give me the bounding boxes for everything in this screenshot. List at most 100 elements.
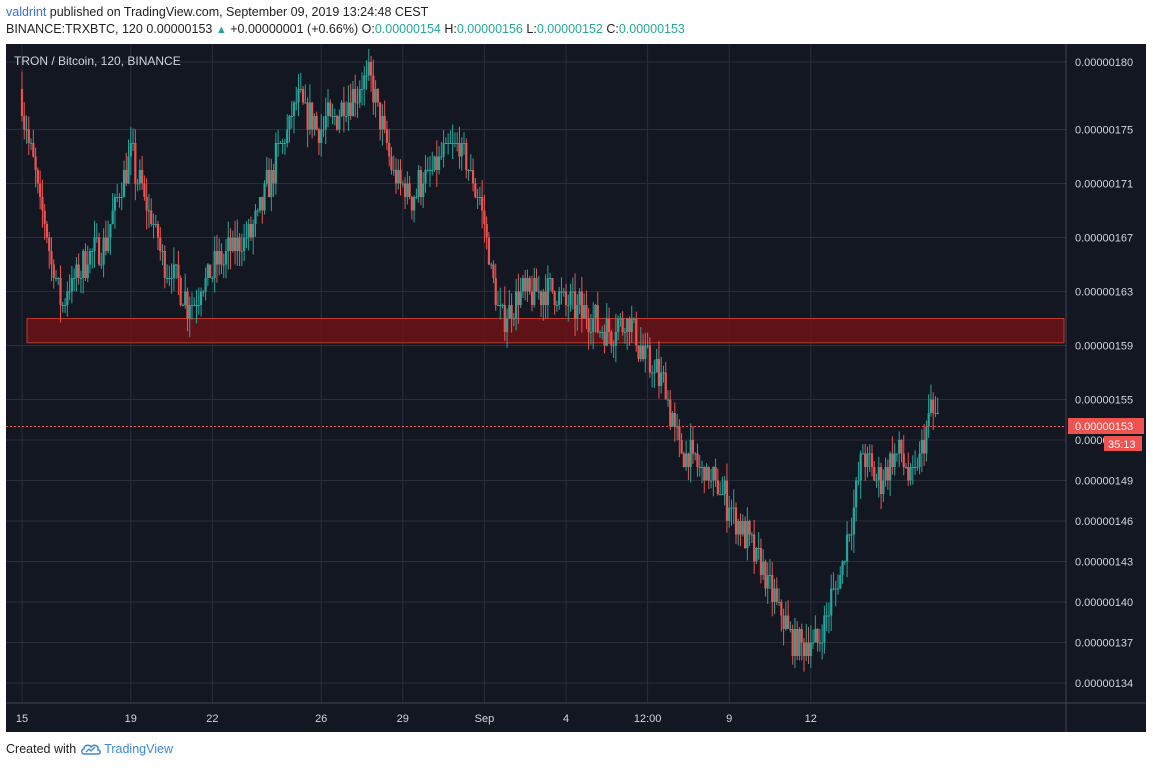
candle-body [895, 453, 899, 455]
candle-body [317, 129, 321, 143]
candle-body [252, 224, 255, 238]
candle-body [335, 116, 339, 130]
open-label: O: [361, 22, 375, 36]
candle-body [88, 251, 92, 265]
candle-body [199, 291, 203, 305]
candle-body [762, 561, 765, 575]
candle-body [304, 102, 307, 104]
candle-body [705, 467, 708, 481]
candle-body [662, 372, 665, 374]
candle-body [385, 129, 389, 143]
candle-body [655, 359, 658, 373]
candle-body [177, 264, 180, 278]
candle-body [20, 89, 24, 116]
price-tick-label: 0.00000146 [1075, 516, 1133, 528]
candle-body [578, 291, 581, 305]
candle-body [218, 251, 221, 265]
candle-body [501, 305, 504, 306]
candle-body [644, 345, 647, 359]
candle-body [141, 170, 144, 184]
candle-body [57, 278, 60, 279]
candle-body [916, 467, 919, 468]
candle-body [161, 251, 164, 252]
candle-body [36, 170, 39, 184]
candle-body [465, 143, 468, 170]
tradingview-logo[interactable]: TradingView [80, 742, 173, 756]
candle-body [54, 278, 58, 279]
candle-body [789, 629, 792, 630]
candle-body [131, 143, 135, 144]
price-tick-label: 0.00000149 [1075, 476, 1133, 488]
candle-body [231, 237, 234, 251]
candle-body [224, 251, 228, 265]
time-tick-label: 19 [125, 713, 137, 725]
candle-body [215, 251, 219, 265]
time-tick-label: 12 [805, 713, 817, 725]
candle-body [41, 197, 44, 211]
countdown-label: 35:13 [1108, 439, 1136, 451]
close-label: C: [606, 22, 619, 36]
candle-body [689, 440, 692, 467]
candle-body [741, 521, 744, 535]
candle-body [424, 170, 427, 184]
candle-body [589, 332, 593, 333]
candle-body [358, 89, 361, 103]
candle-body [530, 291, 534, 305]
candle-body [326, 102, 330, 116]
candle-body [172, 264, 175, 278]
candle-body [392, 170, 395, 171]
price-tick-label: 0.00000155 [1075, 395, 1133, 407]
candle-body [159, 237, 162, 251]
candles [20, 48, 939, 672]
candle-body [900, 440, 903, 454]
candle-body [354, 89, 357, 103]
candle-body [456, 143, 459, 144]
candle-body [564, 291, 568, 305]
candle-body [138, 170, 141, 184]
candle-body [739, 521, 742, 535]
candle-body [891, 453, 894, 467]
candle-body [419, 170, 423, 197]
high-label: H: [444, 22, 457, 36]
candle-body [709, 480, 713, 482]
candle-body [533, 278, 536, 305]
candle-body [320, 129, 323, 143]
candle-body [290, 116, 293, 117]
candle-body [605, 318, 608, 346]
last-price-badge: 0.00000153 [1068, 418, 1144, 434]
time-tick-label: 26 [315, 713, 327, 725]
candle-body [356, 102, 359, 104]
candle-body [635, 318, 638, 346]
candle-body [562, 291, 565, 293]
price-tick-label: 0.00000163 [1075, 287, 1133, 299]
candle-body [186, 291, 189, 319]
candle-body [814, 629, 817, 643]
candle-body [27, 129, 30, 143]
candle-body [515, 291, 518, 319]
candle-body [211, 278, 214, 279]
candle-body [757, 548, 760, 549]
candle-body [893, 453, 896, 467]
candle-body [100, 264, 103, 266]
price-tick-label: 0.00000171 [1075, 179, 1133, 191]
countdown-badge: 35:13 [1104, 436, 1142, 451]
author-link[interactable]: valdrint [6, 5, 47, 19]
candle-body [152, 224, 155, 225]
time-axis[interactable]: 15 19 22 26 29 Sep 4 12:00 9 12 [16, 713, 817, 725]
candle-body [68, 291, 71, 293]
candle-body [483, 210, 486, 224]
candle-body [331, 116, 334, 117]
candle-body [800, 629, 803, 643]
candle-body [512, 318, 515, 320]
candle-body [95, 237, 98, 239]
candle-body [539, 291, 543, 305]
candle-body [886, 467, 889, 481]
candle-body [907, 467, 910, 481]
candle-body [170, 278, 173, 279]
price-axis[interactable]: 0.00000180 0.00000175 0.00000171 0.00000167… [1075, 57, 1133, 690]
candle-body [927, 413, 930, 427]
candle-body [832, 588, 835, 590]
candle-body [487, 237, 491, 265]
candle-body [431, 170, 434, 171]
